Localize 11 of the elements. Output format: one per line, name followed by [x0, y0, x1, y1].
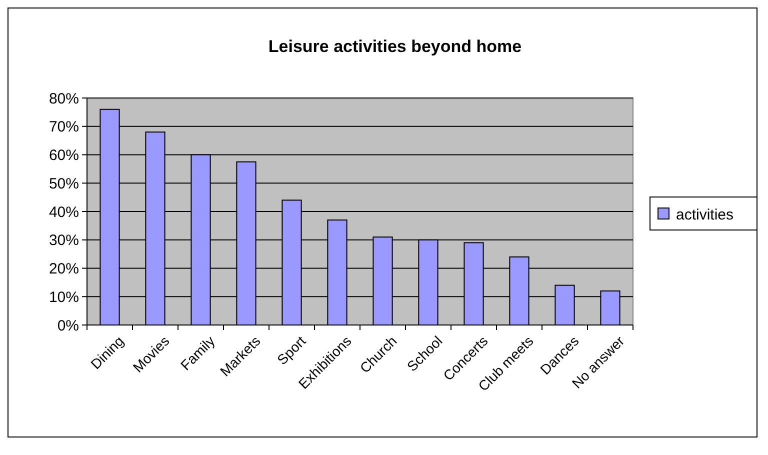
y-tick-label: 70%	[48, 118, 79, 136]
y-tick-label: 80%	[48, 90, 79, 108]
chart-title: Leisure activities beyond home	[268, 37, 522, 56]
y-tick-label: 20%	[48, 260, 79, 278]
y-tick-label: 0%	[57, 317, 79, 334]
y-tick-label: 60%	[48, 147, 79, 164]
y-tick-label: 50%	[48, 175, 79, 192]
y-tick-label: 30%	[48, 232, 79, 250]
y-tick-label: 40%	[48, 204, 79, 221]
legend-label: activities	[676, 206, 734, 224]
y-tick-label: 10%	[48, 288, 79, 306]
